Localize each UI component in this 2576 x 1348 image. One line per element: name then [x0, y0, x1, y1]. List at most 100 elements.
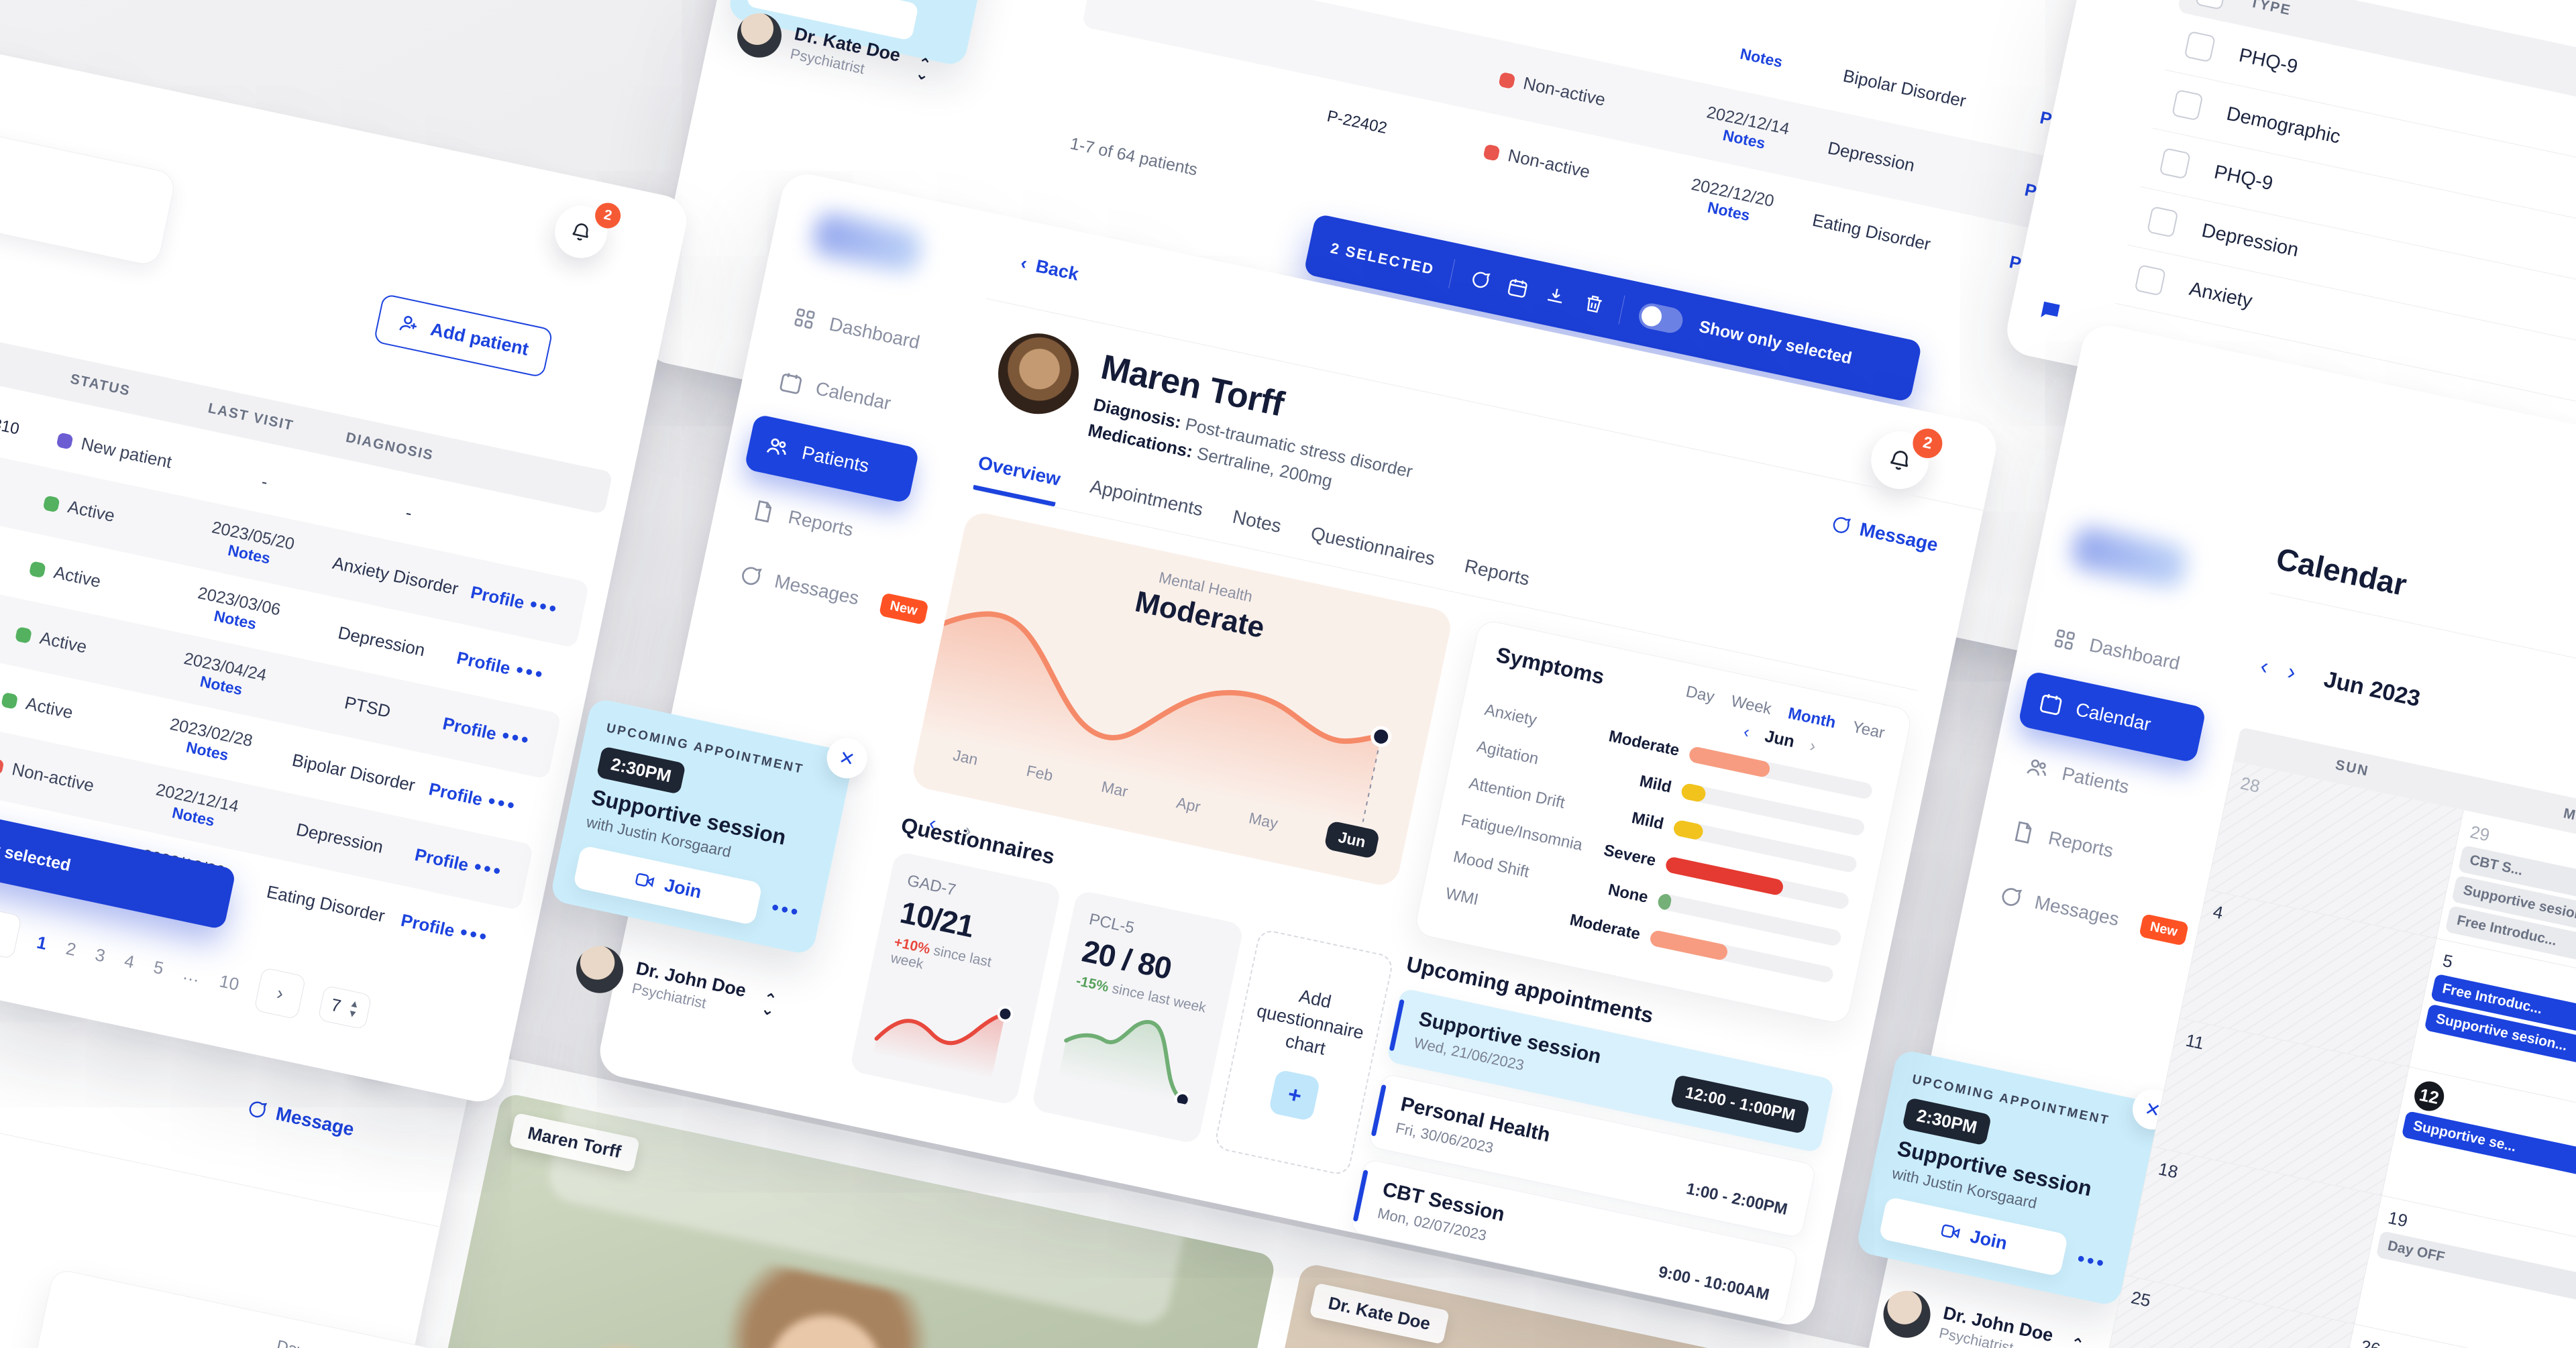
period-day[interactable]: Day	[275, 1337, 307, 1348]
profile-link[interactable]: Profile	[469, 581, 527, 613]
page-number[interactable]: 1	[35, 932, 49, 954]
profile-link[interactable]: Profile	[455, 647, 513, 679]
chart-endpoint-dot	[1371, 726, 1392, 747]
next-page-button[interactable]: ›	[254, 967, 307, 1020]
patient-detail-screen: Dashboard Calendar Patients Reports Mess…	[549, 169, 2001, 1330]
doctor-selector[interactable]: Dr. John Doe Psychiatrist ⌃⌄	[1879, 1286, 2088, 1348]
row-menu[interactable]: •••	[472, 855, 506, 883]
calendar-icon[interactable]	[1505, 275, 1530, 300]
tab-reports[interactable]: Reports	[1462, 555, 1532, 589]
cell-status: Active	[14, 622, 156, 672]
row-checkbox[interactable]	[2147, 206, 2179, 238]
row-checkbox[interactable]	[2134, 264, 2167, 296]
sidebar-item-label: Calendar	[2074, 698, 2153, 735]
column-diagnosis: DIAGNOSIS	[344, 429, 435, 463]
sidebar-item-reports[interactable]: Reports	[1990, 799, 2180, 891]
status-dot	[42, 494, 60, 513]
chat-icon[interactable]	[1466, 267, 1492, 292]
next-month[interactable]: ›	[1808, 736, 1818, 756]
cell-status: Active	[42, 491, 184, 541]
profile-link[interactable]: Profile	[399, 909, 457, 941]
sidebar-item-messages[interactable]: Messages New	[716, 543, 929, 632]
tab-notes[interactable]: Notes	[1230, 506, 1283, 537]
page-number[interactable]: 5	[152, 956, 166, 978]
select-all-checkbox[interactable]	[2195, 0, 2227, 11]
row-menu[interactable]: •••	[458, 921, 492, 949]
profile-link[interactable]: Profile	[427, 778, 485, 809]
axis-month: Jan	[951, 746, 980, 769]
message-button[interactable]: Message	[244, 1097, 356, 1140]
search-input[interactable]	[0, 131, 177, 268]
prev-page-button[interactable]: ‹	[0, 907, 22, 960]
cell-id: 6733	[0, 471, 46, 510]
page-number[interactable]: 10	[217, 970, 241, 995]
page-number[interactable]: 2	[64, 938, 78, 960]
tab-questionnaires[interactable]: Questionnaires	[1309, 522, 1437, 569]
show-selected-toggle[interactable]	[1636, 300, 1685, 335]
sidebar-item-dashboard[interactable]: Dashboard	[2031, 606, 2220, 699]
prev-month[interactable]: ‹	[2258, 653, 2271, 680]
join-button[interactable]: Join	[1878, 1196, 2069, 1277]
severity-label: Moderate	[1607, 727, 1681, 760]
tab-overview[interactable]: Overview	[973, 451, 1063, 507]
questionnaire-card-gad7[interactable]: GAD-7 10/21 +10% since last week	[849, 850, 1063, 1107]
trash-icon[interactable]	[1581, 291, 1607, 317]
profile-link[interactable]: Profile	[413, 844, 471, 875]
patients-count: 1-7 of 64 patients	[1068, 134, 1199, 180]
sidebar-item-patients[interactable]: Patients	[2004, 735, 2193, 828]
video-icon	[1941, 1224, 1961, 1239]
doctor-selector[interactable]: Dr. John Doe Psychiatrist ⌃⌄	[572, 942, 780, 1029]
sidebar-item-patients[interactable]: Patients	[743, 413, 920, 504]
page-number[interactable]: 4	[122, 950, 137, 972]
row-menu[interactable]: •••	[513, 659, 547, 687]
chat-icon	[249, 1101, 268, 1118]
period-month[interactable]: Month	[1786, 704, 1837, 732]
prev-month[interactable]: ‹	[1741, 722, 1752, 742]
period-week[interactable]: Week	[1729, 691, 1774, 719]
appointment-time: 12:00 - 1:00PM	[1670, 1074, 1811, 1135]
page-size-select[interactable]: 7▲▼	[317, 985, 372, 1030]
row-checkbox[interactable]	[2159, 148, 2192, 180]
notifications-button[interactable]: 2	[1866, 426, 1945, 495]
add-questionnaire-label: Add questionnaire chart	[1254, 985, 1366, 1059]
join-button[interactable]: Join	[572, 845, 763, 926]
period-year[interactable]: Year	[1850, 718, 1886, 742]
row-checkbox[interactable]	[2171, 89, 2204, 121]
chat-icon[interactable]	[2036, 297, 2065, 326]
next-month[interactable]: ›	[2285, 659, 2298, 685]
sidebar-item-label: Reports	[2046, 827, 2116, 862]
selection-toolbar: 2 SELECTED Show only selected	[1303, 213, 1923, 403]
row-menu[interactable]: •••	[527, 593, 561, 621]
sidebar-item-calendar[interactable]: Calendar	[757, 349, 933, 439]
sidebar-nav: Dashboard Calendar Patients Reports Mess…	[1977, 606, 2220, 956]
sidebar-item-calendar[interactable]: Calendar	[2017, 670, 2207, 764]
tab-appointments[interactable]: Appointments	[1088, 475, 1205, 520]
notes-link[interactable]: Notes	[1738, 44, 1784, 70]
notifications-button[interactable]: 2	[549, 200, 623, 263]
questionnaire-card-pcl5[interactable]: PCL-5 20 / 80 -15% since last week	[1031, 889, 1244, 1145]
chevron-updown-icon: ⌃⌄	[759, 989, 779, 1020]
period-day[interactable]: Day	[1684, 682, 1717, 706]
participant-name-tag: Dr. Kate Doe	[1309, 1282, 1450, 1345]
calendar-controls: ‹ › Jun 2023	[2258, 653, 2422, 713]
sidebar-item-reports[interactable]: Reports	[731, 478, 906, 568]
row-menu[interactable]: •••	[486, 789, 519, 818]
close-icon[interactable]: ✕	[823, 734, 871, 783]
page-number[interactable]: 3	[93, 944, 107, 966]
add-questionnaire-chart[interactable]: Add questionnaire chart +	[1213, 928, 1395, 1177]
add-patient-button[interactable]: Add patient	[373, 293, 553, 378]
download-icon[interactable]	[1543, 283, 1568, 308]
patients-screen-left: 2 Add patient #ID STATUS LAST VISIT DIAG…	[0, 34, 692, 1107]
sidebar-item-messages[interactable]: Messages New	[1977, 863, 2189, 956]
message-button[interactable]: Message	[1827, 512, 1940, 556]
profile-link[interactable]: Profile	[441, 712, 498, 744]
appointment-menu[interactable]: •••	[2075, 1247, 2108, 1276]
appointment-menu[interactable]: •••	[769, 896, 803, 924]
row-checkbox[interactable]	[2184, 30, 2216, 63]
row-menu[interactable]: •••	[500, 724, 533, 752]
item-accent	[1389, 999, 1405, 1052]
sidebar-item-dashboard[interactable]: Dashboard	[771, 285, 947, 375]
selected-count: 2 SELECTED	[1329, 239, 1436, 278]
back-button[interactable]: ‹ Back	[1018, 252, 1081, 285]
cell-diagnosis: Bipolar Disorder	[290, 749, 417, 795]
